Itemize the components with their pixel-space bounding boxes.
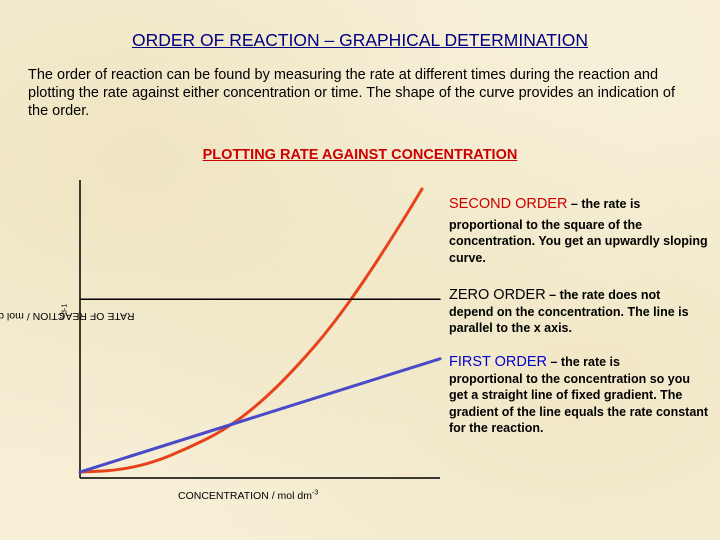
first-order-note: FIRST ORDER – the rate is proportional t… [449, 354, 709, 436]
second-order-note: SECOND ORDER – the rate is proportional … [449, 196, 708, 265]
second-order-heading: SECOND ORDER [449, 196, 568, 212]
chart-title: PLOTTING RATE AGAINST CONCENTRATION [202, 147, 518, 163]
first-order-heading: FIRST ORDER [449, 354, 548, 370]
zero-order-heading: ZERO ORDER [449, 287, 546, 303]
zero-order-text: depend on the concentration. The line is… [449, 304, 689, 336]
second-order-line [78, 187, 424, 474]
intro-text: The order of reaction can be found by me… [28, 67, 675, 119]
zero-order-note: ZERO ORDER – the rate does not depend on… [449, 287, 709, 337]
first-order-text: proportional to the concentration so you… [449, 371, 709, 436]
second-order-text: proportional to the square of the concen… [449, 217, 708, 265]
first-order-line [78, 357, 442, 474]
x-axis-label: CONCENTRATION / mol dm-3 [178, 489, 319, 503]
page-title: ORDER OF REACTION – GRAPHICAL DETERMINAT… [131, 30, 589, 50]
